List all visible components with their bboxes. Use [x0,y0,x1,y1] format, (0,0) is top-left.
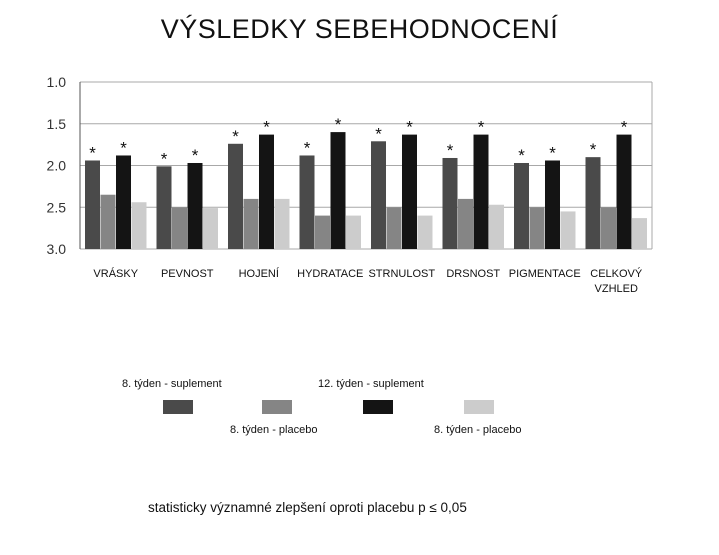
x-tick-label: HYDRATACE [297,268,363,280]
x-tick-label: CELKOVÝ [590,267,643,280]
bar [172,207,187,249]
bar [632,218,647,249]
bar [371,141,386,249]
x-tick-label: DRSNOST [446,268,500,280]
significance-star: * [335,115,342,134]
bar [442,157,458,249]
y-tick-label: 3.0 [47,241,67,257]
bar [601,207,616,249]
y-tick-label: 2.5 [47,199,67,215]
chart-title: VÝSLEDKY SEBEHODNOCENÍ [160,14,559,44]
significance-star: * [447,141,454,160]
bar [243,198,259,249]
bar [458,198,473,249]
significance-star: * [590,140,597,159]
significance-star: * [161,149,168,168]
bar [529,207,545,249]
bar [85,160,100,249]
bar [315,215,330,249]
bar [228,143,243,249]
x-tick-label: PEVNOST [161,268,214,280]
significance-star: * [478,118,485,137]
legend-label-week8-placebo: 8. týden - placebo [230,424,318,436]
significance-star: * [120,138,127,157]
significance-star: * [406,118,413,137]
y-tick-label: 1.5 [47,116,67,132]
bar [402,134,417,249]
bar [514,162,529,249]
significance-star: * [192,146,199,165]
legend-label-week8-supplement: 8. týden - suplement [122,378,222,390]
bar [616,134,632,249]
significance-star: * [89,143,96,162]
x-tick-label: VZHLED [595,283,638,295]
bar [560,211,576,249]
bar [330,132,346,249]
significance-star: * [263,118,270,137]
bar [100,194,116,249]
significance-star: * [375,124,382,143]
y-tick-label: 2.0 [47,158,67,174]
significance-star: * [549,143,556,162]
significance-star: * [518,146,525,165]
x-tick-label: HOJENÍ [239,267,280,280]
bar [187,162,203,249]
bar [156,166,172,249]
bar [473,134,489,249]
legend-label-week12-supplement: 12. týden - suplement [318,378,424,390]
bar [489,204,504,249]
y-tick-label: 1.0 [47,74,67,90]
significance-star: * [304,138,311,157]
significance-note: statisticky významné zlepšení oproti pla… [148,500,467,515]
bar [131,202,147,249]
significance-star: * [232,127,239,146]
legend-swatch-week8-supplement [163,400,193,414]
bar [545,160,560,249]
significance-star: * [621,118,628,137]
bar-chart: 1.0 1.5 2.0 2.5 3.0 * * VRÁSKY * * PEVNOST * * HOJENÍ… [47,74,653,295]
bar [259,134,274,249]
bar [386,207,402,249]
x-tick-label: VRÁSKY [93,267,138,280]
legend-swatch-week8-placebo [262,400,292,414]
bar [203,208,218,249]
bar [417,215,433,249]
bar [274,198,290,249]
bar [116,155,131,249]
x-tick-label: STRNULOST [368,268,435,280]
bar [299,155,315,249]
x-tick-label: PIGMENTACE [509,268,581,280]
bar [585,157,601,249]
legend-swatch-placebo-light [464,400,494,414]
legend-label-placebo-light: 8. týden - placebo [434,424,522,436]
legend-swatch-week12-supplement [363,400,393,414]
bar [346,215,361,249]
